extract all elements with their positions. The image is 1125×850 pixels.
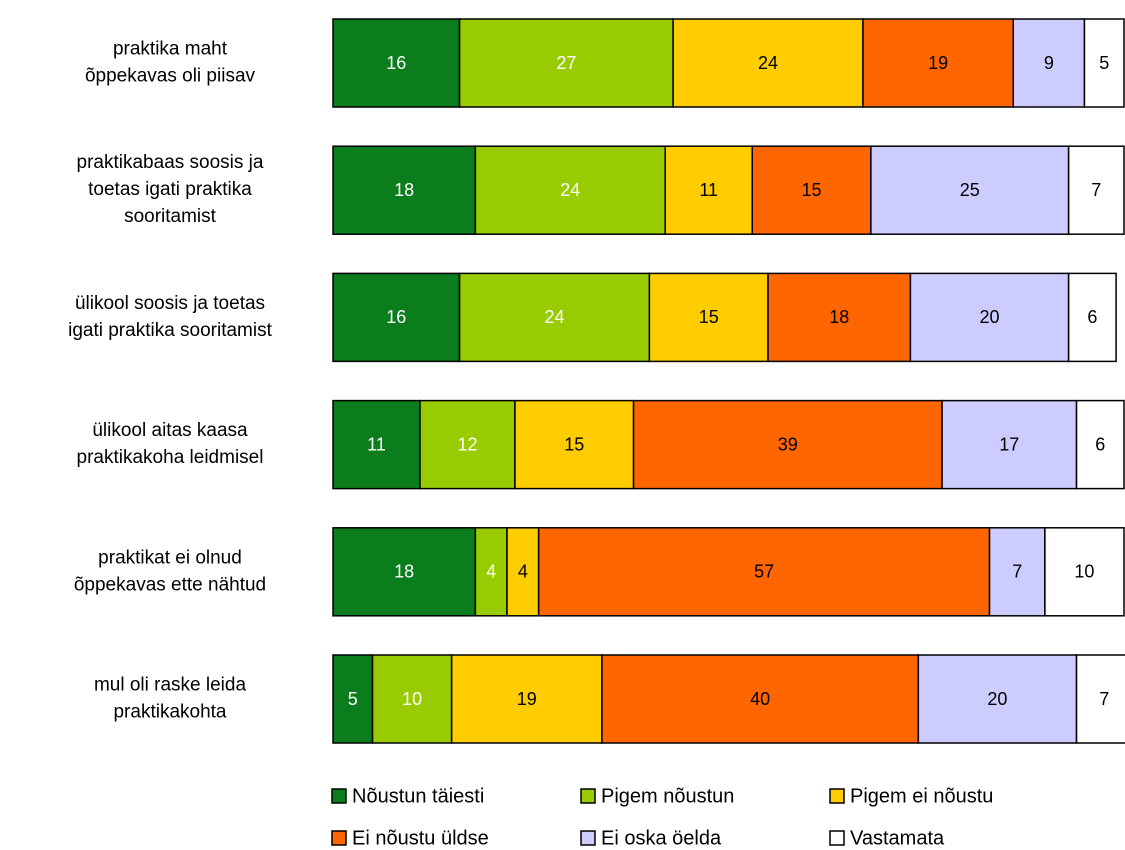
bar-segment [1012, 18, 1086, 108]
bar-segment [458, 272, 651, 363]
bar-segment [332, 145, 477, 235]
category-label: õppekavas oli piisav [85, 66, 256, 87]
bar-segment [1044, 527, 1125, 617]
value-label: 20 [987, 689, 1007, 709]
legend-swatch [331, 788, 347, 804]
legend-label: Pigem ei nõustu [850, 785, 993, 807]
value-label: 11 [699, 180, 718, 200]
legend-label: Ei oska öelda [601, 827, 722, 849]
bar-segment [1067, 272, 1117, 363]
value-label: 7 [1099, 689, 1109, 709]
category-label: toetas igati praktika [88, 179, 252, 200]
value-label: 39 [778, 434, 798, 454]
category-label: ülikool soosis ja toetas [75, 293, 265, 314]
bar-segment [767, 272, 912, 363]
value-label: 10 [1074, 562, 1094, 582]
value-label: 24 [544, 307, 564, 327]
bar-segment [332, 18, 461, 108]
value-label: 12 [457, 434, 477, 454]
value-label: 16 [386, 307, 406, 327]
bar-segment [941, 399, 1078, 490]
bar-segment [332, 527, 477, 617]
bar-segment [506, 527, 540, 617]
value-label: 18 [394, 562, 414, 582]
category-label: õppekavas ette nähtud [74, 574, 266, 595]
value-label: 7 [1091, 180, 1101, 200]
value-label: 5 [1099, 53, 1109, 73]
bar-segment [909, 272, 1070, 363]
value-label: 40 [750, 689, 770, 709]
bar-segment [1075, 399, 1125, 490]
legend-swatch [829, 788, 845, 804]
value-label: 4 [518, 562, 528, 582]
bar-segment [917, 654, 1078, 744]
bar-segment [419, 399, 516, 490]
legend-swatch [580, 788, 596, 804]
bar-segment [1083, 18, 1125, 108]
value-label: 15 [802, 180, 822, 200]
value-label: 24 [560, 180, 580, 200]
bar-segment [537, 527, 991, 617]
legend-swatch [829, 830, 845, 846]
category-label: praktikakoha leidmisel [77, 447, 264, 468]
category-label: mul oli raske leida [94, 675, 246, 696]
category-label: praktika maht [113, 39, 228, 60]
legend-swatch [331, 830, 347, 846]
category-label: praktikat ei olnud [98, 547, 242, 568]
bar-segment [474, 145, 666, 235]
value-label: 15 [699, 307, 719, 327]
category-label: ülikool aitas kaasa [92, 420, 248, 441]
bar-segment [601, 654, 920, 744]
category-label: igati praktika sooritamist [68, 320, 273, 341]
value-label: 5 [348, 689, 358, 709]
bar-segment [332, 399, 421, 490]
value-label: 19 [928, 53, 948, 73]
bar-segment [458, 18, 674, 108]
value-label: 18 [829, 307, 849, 327]
value-label: 11 [367, 434, 386, 454]
value-label: 15 [564, 434, 584, 454]
value-label: 10 [402, 689, 422, 709]
value-label: 16 [386, 53, 406, 73]
bar-segment [862, 18, 1015, 108]
legend-label: Pigem nõustun [601, 785, 734, 807]
bar-segment [664, 145, 753, 235]
category-label: sooritamist [124, 206, 217, 227]
bar-segment [332, 654, 374, 744]
bar-segment [751, 145, 872, 235]
value-label: 25 [960, 180, 980, 200]
bar-segment [514, 399, 635, 490]
value-label: 7 [1012, 562, 1022, 582]
bar-segment [672, 18, 864, 108]
bar-segment [332, 272, 461, 363]
category-label: praktikabaas soosis ja [77, 152, 264, 173]
value-label: 57 [754, 562, 774, 582]
bar-segment [1067, 145, 1125, 235]
value-label: 18 [394, 180, 414, 200]
value-label: 27 [556, 53, 576, 73]
value-label: 6 [1095, 434, 1105, 454]
value-label: 6 [1087, 307, 1097, 327]
value-label: 20 [980, 307, 1000, 327]
bar-segment [1075, 654, 1125, 744]
legend-swatch [580, 830, 596, 846]
legend-label: Vastamata [850, 827, 945, 849]
value-label: 9 [1044, 53, 1054, 73]
category-label: praktikakohta [113, 702, 226, 723]
legend-label: Ei nõustu üldse [352, 827, 489, 849]
value-label: 4 [486, 562, 496, 582]
value-label: 24 [758, 53, 778, 73]
legend-label: Nõustun täiesti [352, 785, 484, 807]
bar-segment [988, 527, 1046, 617]
bar-segment [632, 399, 943, 490]
value-label: 19 [517, 689, 537, 709]
value-label: 17 [999, 434, 1019, 454]
